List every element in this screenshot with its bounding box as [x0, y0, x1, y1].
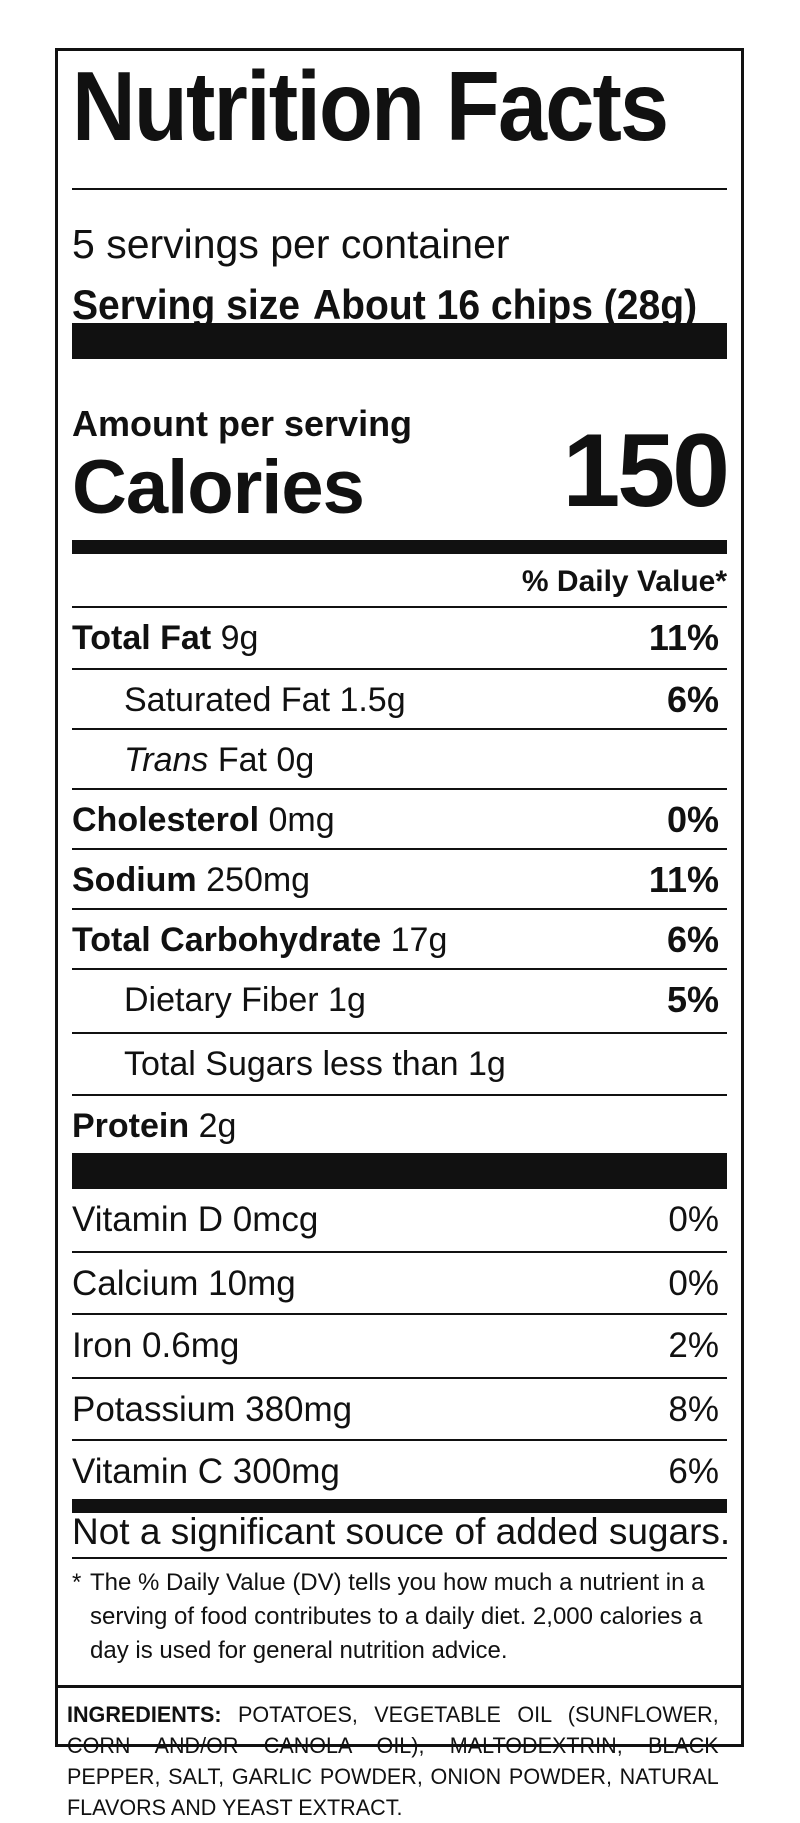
divider [72, 1557, 727, 1559]
nutrient-row-total-fat: Total Fat 9g 11% [72, 608, 727, 668]
vitamin-dv: 0% [668, 1264, 719, 1303]
nutrient-dv: 0% [666, 799, 719, 840]
footnote-asterisk: * [72, 1569, 82, 1596]
daily-value-header: % Daily Value* [521, 565, 727, 598]
vitamin-dv: 6% [668, 1452, 719, 1491]
nutrient-dv: 11% [648, 617, 719, 658]
nutrient-dv: 5% [666, 979, 719, 1020]
serving-size-label: Serving size [72, 281, 300, 328]
thick-divider [72, 1153, 727, 1189]
nutrient-name: Trans Fat 0g [124, 740, 315, 779]
divider [72, 848, 727, 850]
nutrient-name: Total Carbohydrate 17g [72, 920, 448, 959]
nutrient-row-saturated-fat: Saturated Fat 1.5g 6% [72, 670, 727, 730]
medium-divider [72, 1499, 727, 1513]
nutrient-name: Saturated Fat 1.5g [124, 680, 406, 719]
vitamin-dv: 8% [668, 1390, 719, 1429]
calories-label: Calories [72, 445, 365, 530]
vitamin-row-vitamin-d: Vitamin D 0mcg 0% [72, 1189, 727, 1251]
nutrient-dv: 11% [648, 859, 719, 900]
divider [72, 1251, 727, 1253]
medium-divider [72, 540, 727, 554]
divider [72, 1313, 727, 1315]
footnote-text: The % Daily Value (DV) tells you how muc… [90, 1569, 705, 1664]
divider [72, 788, 727, 790]
divider [72, 968, 727, 970]
thick-divider [72, 323, 727, 359]
label-title: Nutrition Facts [72, 51, 669, 161]
nutrient-row-trans-fat: Trans Fat 0g [72, 730, 727, 790]
divider [72, 188, 727, 190]
divider [72, 1377, 727, 1379]
divider [72, 1439, 727, 1441]
nutrient-name: Total Fat 9g [72, 618, 259, 657]
nutrition-facts-label: Nutrition Facts 5 servings per container… [55, 48, 744, 1820]
ingredients-statement: INGREDIENTS: POTATOES, VEGETABLE OIL (SU… [67, 1699, 719, 1823]
vitamin-name: Iron 0.6mg [72, 1326, 240, 1365]
serving-size-value: About 16 chips (28g) [312, 281, 698, 328]
vitamin-name: Potassium 380mg [72, 1390, 353, 1429]
divider [72, 908, 727, 910]
vitamin-name: Vitamin C 300mg [72, 1452, 340, 1491]
vitamin-row-vitamin-c: Vitamin C 300mg 6% [72, 1441, 727, 1503]
nutrient-name: Sodium 250mg [72, 860, 311, 899]
nutrient-name: Cholesterol 0mg [72, 800, 335, 839]
ingredients-divider [58, 1685, 741, 1688]
vitamin-name: Vitamin D 0mcg [72, 1200, 319, 1239]
nutrient-name: Total Sugars less than 1g [124, 1044, 506, 1083]
servings-per-container: 5 servings per container [72, 221, 510, 267]
divider [72, 728, 727, 730]
nutrient-row-dietary-fiber: Dietary Fiber 1g 5% [72, 970, 727, 1030]
vitamin-dv: 0% [668, 1200, 719, 1239]
divider [72, 606, 727, 608]
nutrient-dv: 6% [666, 679, 719, 720]
divider [72, 668, 727, 670]
vitamin-row-potassium: Potassium 380mg 8% [72, 1379, 727, 1441]
nutrient-row-protein: Protein 2g [72, 1096, 727, 1156]
nutrient-name: Dietary Fiber 1g [124, 980, 366, 1019]
amount-per-serving: Amount per serving [72, 403, 413, 444]
daily-value-footnote: * The % Daily Value (DV) tells you how m… [72, 1566, 719, 1668]
vitamin-row-calcium: Calcium 10mg 0% [72, 1253, 727, 1315]
divider [72, 1094, 727, 1096]
divider [72, 1032, 727, 1034]
nutrient-row-total-sugars: Total Sugars less than 1g [72, 1034, 727, 1094]
nutrient-dv: 6% [666, 919, 719, 960]
ingredients-label: INGREDIENTS: [67, 1702, 222, 1727]
label-content: Nutrition Facts 5 servings per container… [58, 51, 741, 1820]
vitamin-dv: 2% [668, 1326, 719, 1365]
nutrient-row-sodium: Sodium 250mg 11% [72, 850, 727, 910]
vitamin-name: Calcium 10mg [72, 1264, 296, 1303]
vitamin-row-iron: Iron 0.6mg 2% [72, 1315, 727, 1377]
nutrient-row-total-carbohydrate: Total Carbohydrate 17g 6% [72, 910, 727, 970]
serving-size: Serving size About 16 chips (28g) [72, 281, 697, 329]
nutrient-name: Protein 2g [72, 1106, 237, 1145]
nutrient-row-cholesterol: Cholesterol 0mg 0% [72, 790, 727, 850]
added-sugars-note: Not a significant souce of added sugars. [72, 1511, 731, 1552]
calories-value: 150 [562, 413, 730, 529]
